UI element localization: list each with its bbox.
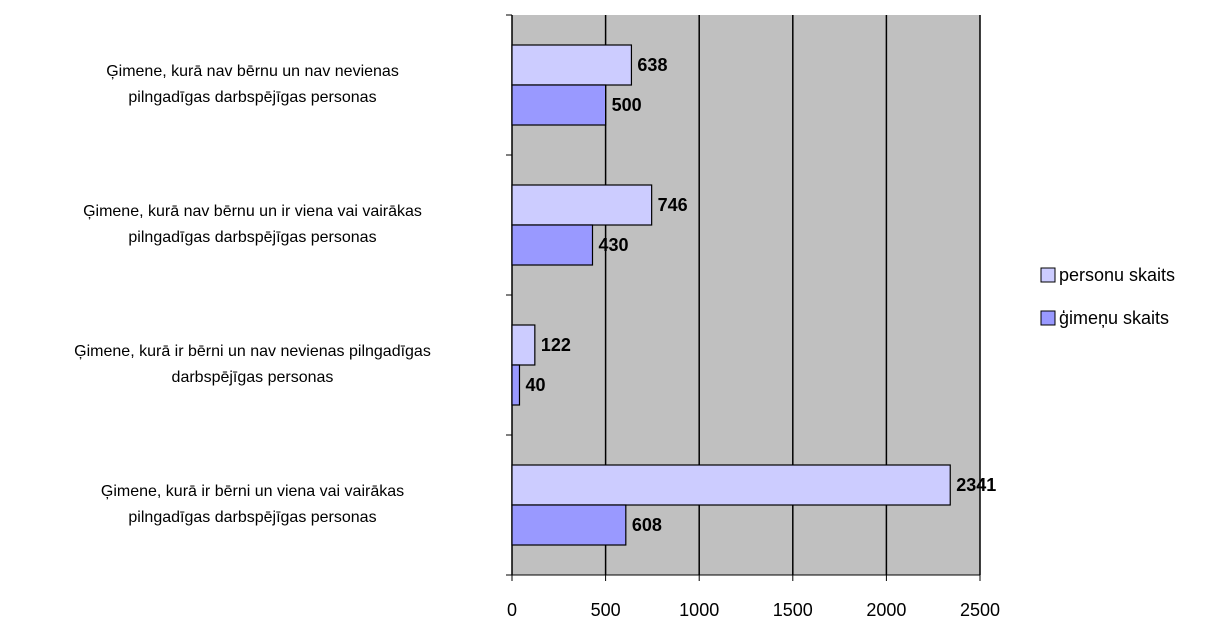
bar	[511, 364, 521, 406]
data-label: 746	[658, 195, 688, 215]
category-label: Ģimene, kurā ir bērni un nav nevienas pi…	[74, 343, 431, 386]
x-tick-label: 1500	[773, 600, 813, 620]
data-label: 122	[541, 335, 571, 355]
category-label: Ģimene, kurā ir bērni un viena vai vairā…	[100, 483, 405, 526]
category-label: Ģimene, kurā nav bērnu un ir viena vai v…	[83, 203, 422, 246]
data-label: 638	[637, 55, 667, 75]
bar	[511, 504, 627, 546]
legend-swatch	[1040, 310, 1056, 326]
x-tick-label: 2000	[866, 600, 906, 620]
bar	[511, 84, 607, 126]
data-label: 2341	[956, 475, 996, 495]
x-tick-label: 1000	[679, 600, 719, 620]
bar	[511, 324, 536, 366]
data-label: 608	[632, 515, 662, 535]
data-label: 430	[598, 235, 628, 255]
data-label: 40	[525, 375, 545, 395]
x-tick-label: 2500	[960, 600, 1000, 620]
category-label: Ģimene, kurā nav bērnu un nav nevienas p…	[106, 63, 399, 106]
data-label: 500	[612, 95, 642, 115]
bar	[511, 184, 653, 226]
bar	[511, 224, 594, 266]
bar	[511, 44, 633, 86]
x-tick-label: 500	[591, 600, 621, 620]
x-tick-label: 0	[507, 600, 517, 620]
bar	[511, 464, 951, 506]
legend-label: personu skaits	[1059, 265, 1175, 285]
legend-swatch	[1040, 267, 1056, 283]
legend-label: ģimeņu skaits	[1059, 308, 1169, 328]
